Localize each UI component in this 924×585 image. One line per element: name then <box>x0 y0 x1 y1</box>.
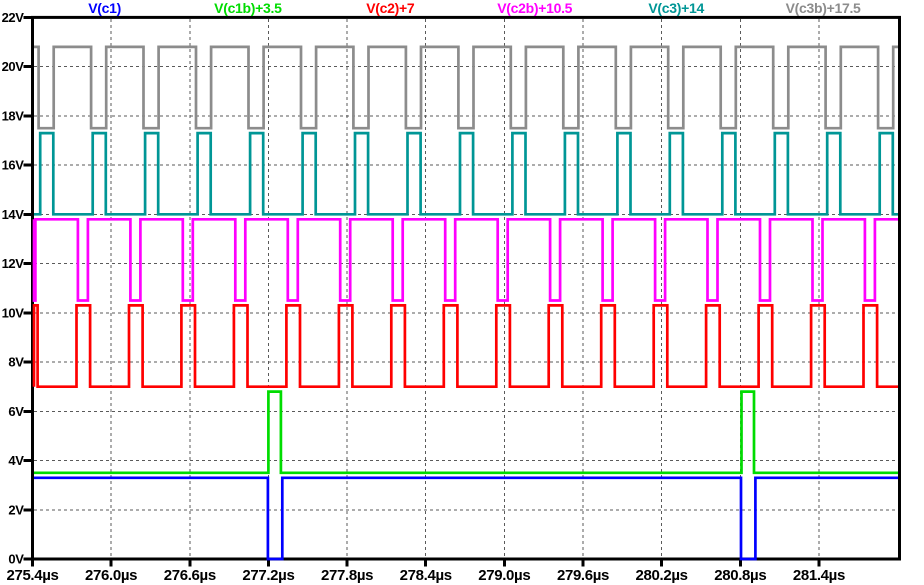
svg-text:V(c3b)+17.5: V(c3b)+17.5 <box>786 0 861 16</box>
svg-text:22V: 22V <box>2 10 25 25</box>
svg-text:281.4µs: 281.4µs <box>793 567 845 584</box>
svg-text:279.0µs: 279.0µs <box>478 567 530 584</box>
svg-text:12V: 12V <box>2 256 25 271</box>
svg-text:20V: 20V <box>2 59 25 74</box>
svg-text:V(c1b)+3.5: V(c1b)+3.5 <box>214 0 282 16</box>
svg-text:16V: 16V <box>2 158 25 173</box>
svg-text:4V: 4V <box>8 453 24 468</box>
svg-text:8V: 8V <box>8 355 24 370</box>
svg-text:10V: 10V <box>2 305 25 320</box>
svg-text:275.4µs: 275.4µs <box>6 567 58 584</box>
svg-text:18V: 18V <box>2 109 25 124</box>
svg-text:277.2µs: 277.2µs <box>242 567 294 584</box>
svg-text:14V: 14V <box>2 207 25 222</box>
svg-text:0V: 0V <box>8 552 24 567</box>
svg-text:276.6µs: 276.6µs <box>164 567 216 584</box>
svg-text:276.0µs: 276.0µs <box>85 567 137 584</box>
svg-text:277.8µs: 277.8µs <box>321 567 373 584</box>
svg-text:6V: 6V <box>8 404 24 419</box>
svg-text:278.4µs: 278.4µs <box>400 567 452 584</box>
svg-text:279.6µs: 279.6µs <box>557 567 609 584</box>
svg-text:280.8µs: 280.8µs <box>714 567 766 584</box>
svg-text:V(c2)+7: V(c2)+7 <box>366 0 415 16</box>
svg-text:V(c2b)+10.5: V(c2b)+10.5 <box>497 0 572 16</box>
svg-text:V(c3)+14: V(c3)+14 <box>648 0 704 16</box>
svg-text:V(c1): V(c1) <box>88 0 121 16</box>
svg-text:2V: 2V <box>8 502 24 517</box>
svg-text:280.2µs: 280.2µs <box>636 567 688 584</box>
